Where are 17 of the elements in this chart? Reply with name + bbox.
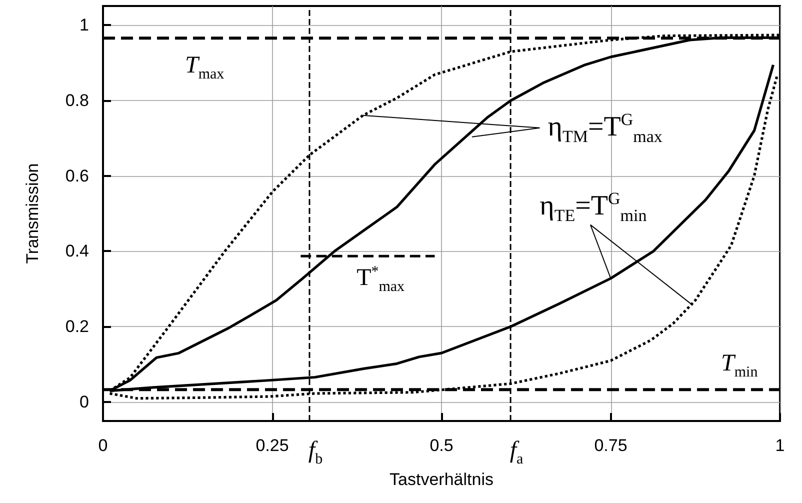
x-tick-label: 0 [98,436,108,455]
ref-line-label: T$_{min}$ [721,350,758,380]
ref-line-label: f$_{b}$ [308,438,323,468]
ref-line-label: T$_{max}$ [184,52,224,82]
y-tick-label: 0 [80,392,89,412]
y-tick-label: 0.4 [65,242,89,261]
x-tick-label: 0.25 [256,436,289,455]
x-axis-title: Tastverhältnis [390,470,494,489]
y-tick-label: 0.8 [65,90,89,110]
y-tick-label: 0.6 [65,166,89,186]
ref-line-label: f$_{a}$ [510,438,524,468]
y-axis-title: Transmission [23,163,42,264]
x-tick-label: 0.5 [430,436,454,455]
x-tick-label: 1 [775,436,785,455]
y-tick-label: 1 [80,15,89,34]
y-tick-label: 0.2 [65,317,89,336]
x-tick-label: 0.75 [594,436,628,455]
